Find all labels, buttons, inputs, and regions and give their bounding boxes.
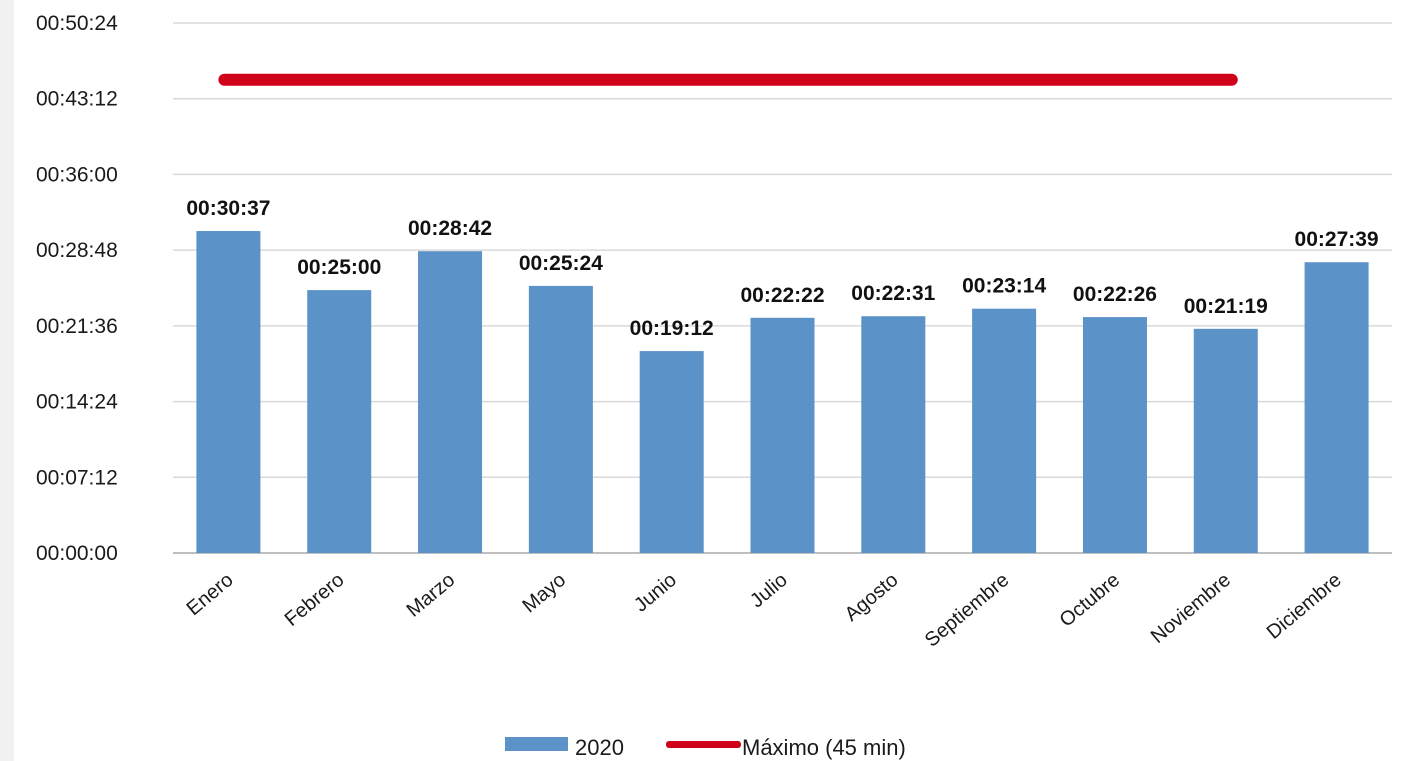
- category-label: Marzo: [403, 569, 460, 622]
- y-axis-tick-labels: 00:00:00 00:07:12 00:14:24 00:21:36 00:28:48…: [36, 12, 118, 565]
- bar: [528, 285, 593, 553]
- bar: [1082, 317, 1147, 553]
- x-axis-category-labels: Enero Febrero Marzo Mayo Junio Julio Agosto Sep…: [183, 569, 1346, 652]
- bar: [307, 290, 372, 553]
- data-label: 00:30:37: [186, 197, 270, 220]
- data-label: 00:19:12: [630, 317, 714, 340]
- legend-swatch-2020: [505, 737, 568, 751]
- bar: [196, 231, 261, 554]
- category-label: Octubre: [1056, 569, 1125, 632]
- bar: [750, 317, 815, 553]
- legend-label-2020: 2020: [575, 735, 624, 760]
- y-tick-label: 00:21:36: [36, 315, 118, 338]
- y-tick-label: 00:50:24: [36, 12, 118, 35]
- category-label: Septiembre: [921, 569, 1013, 652]
- data-label: 00:22:22: [740, 284, 824, 307]
- bar: [418, 251, 483, 553]
- data-label: 00:25:00: [297, 256, 381, 279]
- category-label: Noviembre: [1147, 569, 1235, 648]
- data-label: 00:25:24: [519, 252, 603, 275]
- left-edge-strip: [0, 0, 14, 761]
- bar: [972, 308, 1037, 553]
- bars-2020: [196, 231, 1369, 554]
- y-tick-label: 00:07:12: [36, 466, 118, 489]
- data-label: 00:22:26: [1073, 283, 1157, 306]
- category-label: Diciembre: [1263, 569, 1346, 644]
- y-tick-label: 00:14:24: [36, 391, 118, 414]
- legend-swatch-max: [666, 741, 741, 748]
- bar: [639, 351, 704, 553]
- category-label: Febrero: [281, 569, 349, 631]
- category-label: Enero: [183, 569, 238, 620]
- bar: [861, 316, 926, 553]
- y-tick-label: 00:28:48: [36, 239, 118, 262]
- y-tick-label: 00:00:00: [36, 542, 118, 565]
- y-tick-label: 00:36:00: [36, 163, 118, 186]
- y-tick-label: 00:43:12: [36, 88, 118, 111]
- bar: [1304, 262, 1369, 553]
- data-label: 00:22:31: [851, 282, 935, 305]
- category-label: Julio: [746, 569, 792, 612]
- data-label: 00:27:39: [1295, 228, 1379, 251]
- category-label: Agosto: [841, 569, 903, 626]
- data-label: 00:28:42: [408, 217, 492, 240]
- legend-label-max: Máximo (45 min): [742, 735, 906, 760]
- bar: [1193, 328, 1258, 553]
- category-label: Junio: [630, 569, 681, 617]
- data-labels: 00:30:37 00:25:00 00:28:42 00:25:24 00:19:12…: [186, 197, 1378, 340]
- category-label: Mayo: [518, 569, 570, 617]
- data-label: 00:23:14: [962, 275, 1046, 298]
- data-label: 00:21:19: [1184, 295, 1268, 318]
- legend: 2020 Máximo (45 min): [505, 735, 906, 760]
